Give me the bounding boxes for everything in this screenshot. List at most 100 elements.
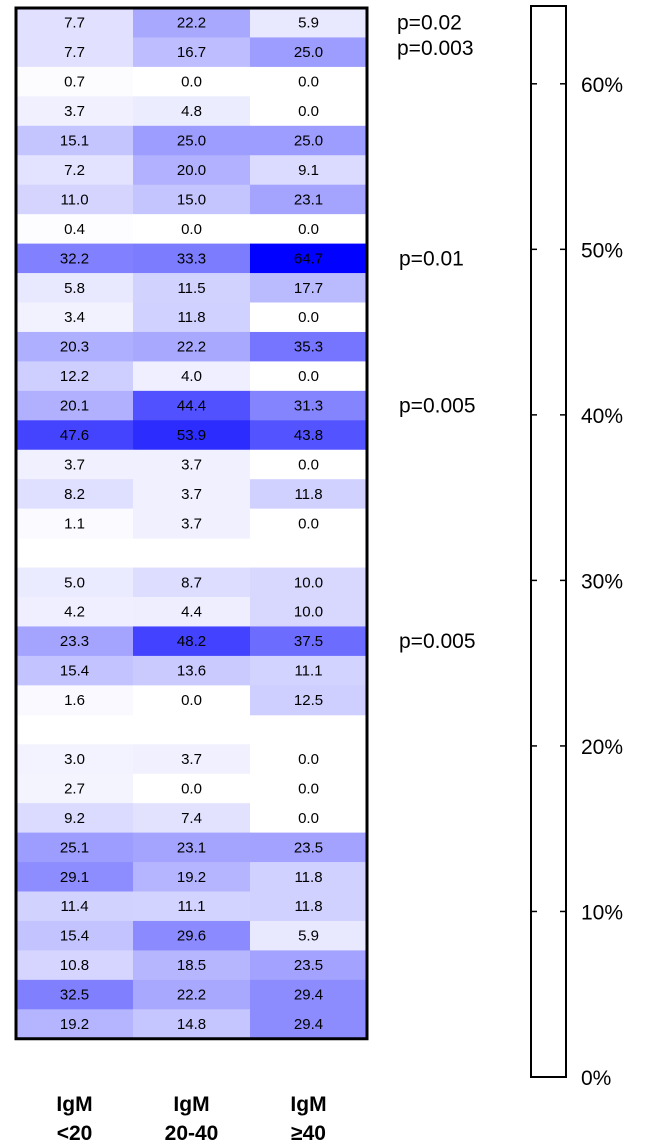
p-value-annotations: p=0.02p=0.003 p=0.01 p=0.005 p=0.005 [397, 12, 476, 653]
heatmap-cell [16, 1009, 134, 1040]
cell-value-label: 10.0 [294, 604, 323, 621]
cell-value-label: 53.9 [177, 427, 206, 444]
heatmap-cell [250, 66, 368, 97]
heatmap-cell [16, 832, 134, 863]
heatmap-cell [133, 125, 251, 156]
cell-value-label: 0.0 [181, 780, 202, 797]
heatmap-cell [250, 125, 368, 156]
cell-value-label: 13.6 [177, 663, 206, 680]
heatmap-cell [16, 685, 134, 716]
cell-value-label: 8.2 [64, 486, 85, 503]
heatmap-cell [250, 803, 368, 834]
heatmap-cell [133, 184, 251, 215]
cell-value-label: 16.7 [177, 44, 206, 61]
cell-value-label: 32.2 [60, 250, 89, 267]
cell-value-label: 0.0 [298, 751, 319, 768]
heatmap-border [14, 6, 369, 1041]
cell-value-label: 0.0 [181, 692, 202, 709]
cell-value-label: 7.7 [64, 15, 85, 32]
cell-value-label: 0.0 [298, 309, 319, 326]
cell-value-label: 0.0 [298, 74, 319, 91]
heatmap-cell [16, 243, 134, 274]
cell-value-label: 11.8 [294, 869, 322, 886]
heatmap-cell [250, 184, 368, 215]
heatmap-cell [250, 950, 368, 981]
heatmap-cell [250, 331, 368, 362]
cell-value-label: 3.7 [64, 103, 85, 120]
cell-value-label: 19.2 [60, 1016, 89, 1033]
cell-value-label: 14.8 [177, 1016, 206, 1033]
cell-value-label: 23.1 [294, 191, 323, 208]
cell-value-label: 29.4 [294, 1016, 323, 1033]
cell-value-label: 3.4 [64, 309, 85, 326]
heatmap-cell [133, 243, 251, 274]
heatmap-cell [133, 449, 251, 480]
cell-value-label: 22.2 [177, 15, 206, 32]
p-value-label: p=0.01 [399, 247, 464, 270]
heatmap-cell [16, 862, 134, 892]
cell-value-label: 9.1 [298, 162, 319, 179]
color-scale-bar: 0% 10% 20% 30% 40% 50% 60% [530, 5, 623, 1090]
heatmap-cell [250, 273, 368, 303]
cell-value-label: 0.7 [64, 74, 85, 91]
heatmap-cell [250, 626, 368, 657]
cell-value-label: 0.0 [298, 810, 319, 827]
cell-value-label: 11.4 [60, 898, 88, 915]
heatmap-cell [16, 420, 134, 451]
heatmap-cell [250, 920, 368, 951]
cell-value-label: 3.7 [181, 486, 202, 503]
cell-value-label: 7.2 [64, 162, 85, 179]
cell-value-label: 11.0 [60, 191, 88, 208]
heatmap-cell [133, 597, 251, 627]
cell-value-label: 23.5 [294, 957, 323, 974]
cell-value-label: 3.0 [64, 751, 85, 768]
heatmap-cell [133, 920, 251, 951]
cell-value-label: 4.2 [64, 604, 85, 621]
heatmap-cell [250, 361, 368, 392]
cell-value-label: 11.1 [177, 898, 205, 915]
heatmap-cell [133, 8, 251, 38]
heatmap-cell [16, 803, 134, 834]
heatmap-cell [250, 567, 368, 598]
cell-value-label: 3.7 [181, 751, 202, 768]
cell-value-label: 1.1 [64, 515, 85, 532]
heatmap-cell [250, 302, 368, 333]
heatmap-cell [133, 685, 251, 716]
heatmap-cell [133, 832, 251, 863]
cell-value-label: 0.0 [298, 103, 319, 120]
cell-value-label: 33.3 [177, 250, 206, 267]
heatmap-cell [133, 1009, 251, 1040]
heatmap-cell [16, 302, 134, 333]
heatmap-cell [16, 66, 134, 97]
cell-value-label: 5.8 [64, 280, 85, 297]
heatmap-cell [250, 1009, 368, 1040]
heatmap-cell [133, 773, 251, 804]
heatmap-cell [250, 744, 368, 775]
heatmap-cell [133, 302, 251, 333]
cell-value-label: 25.0 [294, 44, 323, 61]
heatmap-cells: 7.7 22.2 5.9 7.7 16.7 25.0 0.7 0.0 0.0 3.7 4.8 0.0 1… [16, 8, 368, 1040]
heatmap-cell [16, 773, 134, 804]
heatmap-cell [250, 479, 368, 510]
heatmap-cell [16, 8, 134, 38]
p-value-label: p=0.005 [399, 630, 476, 653]
cell-value-label: 22.2 [177, 987, 206, 1004]
heatmap-cell [16, 96, 134, 127]
cell-value-label: 23.5 [294, 839, 323, 856]
column-label-line1: IgM [173, 1093, 209, 1116]
cell-value-label: 7.4 [181, 810, 202, 827]
cell-value-label: 5.0 [64, 574, 85, 591]
heatmap-cell [16, 979, 134, 1010]
heatmap-cell [133, 390, 251, 421]
heatmap-cell [250, 420, 368, 451]
cell-value-label: 3.7 [64, 456, 85, 473]
cell-value-label: 15.0 [177, 191, 206, 208]
heatmap-cell [16, 273, 134, 303]
heatmap-cell [133, 273, 251, 303]
cell-value-label: 4.8 [181, 103, 202, 120]
column-label-line2: <20 [57, 1122, 93, 1145]
heatmap-cell [250, 8, 368, 38]
heatmap-cell [16, 361, 134, 392]
cell-value-label: 17.7 [294, 280, 323, 297]
scale-tick-label: 0% [581, 1067, 611, 1090]
